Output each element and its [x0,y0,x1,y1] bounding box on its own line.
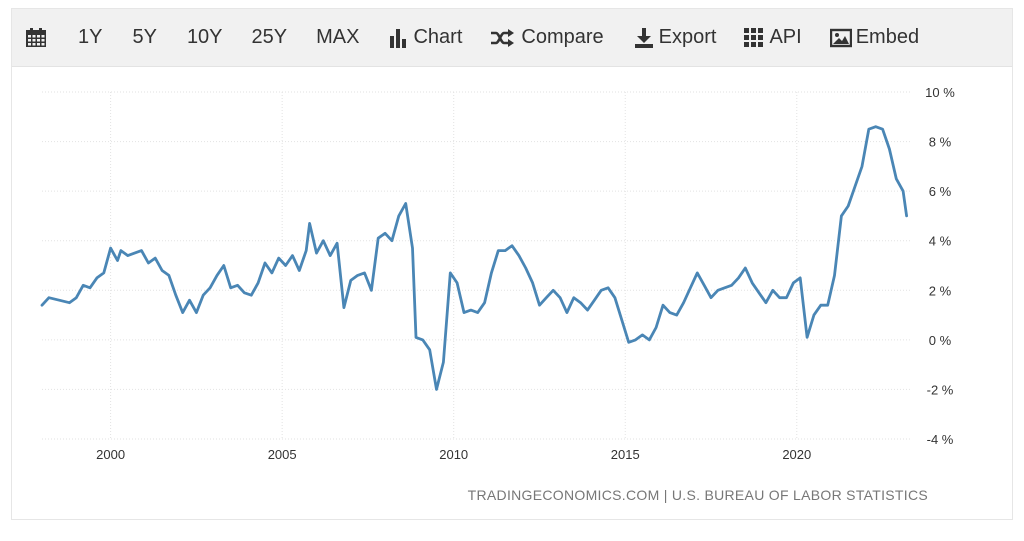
x-tick-label: 2020 [782,447,811,462]
embed-button[interactable]: Embed [829,26,920,49]
y-tick-label: 8 % [929,135,952,150]
embed-label: Embed [855,26,920,48]
range-5y-button[interactable]: 5Y [132,26,157,48]
x-tick-label: 2010 [439,447,468,462]
range-max-button[interactable]: MAX [316,26,360,48]
y-tick-label: 4 % [929,234,952,249]
chart-frame [11,8,1013,520]
x-axis: 2000 2005 2010 2015 2020 [96,447,811,462]
chart-type-button[interactable]: Chart [389,26,462,49]
api-label: API [769,26,802,48]
shuffle-icon [491,28,515,47]
export-button[interactable]: Export [634,26,717,49]
chart-type-label: Chart [413,26,463,48]
calendar-icon [26,27,46,47]
x-tick-label: 2015 [611,447,640,462]
image-icon [829,28,852,47]
range-10y-button[interactable]: 10Y [186,26,223,48]
compare-label: Compare [521,26,604,48]
grid-layer [42,91,910,440]
y-tick-label: 6 % [929,184,952,199]
x-tick-label: 2000 [96,447,125,462]
bar-chart-icon [390,28,407,48]
source-attribution: TRADINGECONOMICS.COM | U.S. BUREAU OF LA… [467,487,928,503]
y-tick-label: 0 % [929,333,952,348]
download-icon [634,27,653,48]
calendar-button[interactable] [25,27,47,48]
y-tick-label: 10 % [925,85,955,100]
compare-button[interactable]: Compare [490,26,604,49]
y-tick-label: 2 % [929,283,952,298]
range-25y-button[interactable]: 25Y [251,26,288,48]
export-label: Export [658,26,717,48]
series-line [40,125,908,391]
grid-icon [744,27,764,47]
y-axis: 10 % 8 % 6 % 4 % 2 % 0 % -2 % -4 % [925,85,955,447]
y-tick-label: -2 % [927,382,954,397]
chart-toolbar: 1Y 5Y 10Y 25Y MAX Chart Compare Export [12,9,1012,67]
y-tick-label: -4 % [927,432,954,447]
api-button[interactable]: API [744,26,802,49]
range-1y-button[interactable]: 1Y [78,26,103,48]
x-tick-label: 2005 [268,447,297,462]
